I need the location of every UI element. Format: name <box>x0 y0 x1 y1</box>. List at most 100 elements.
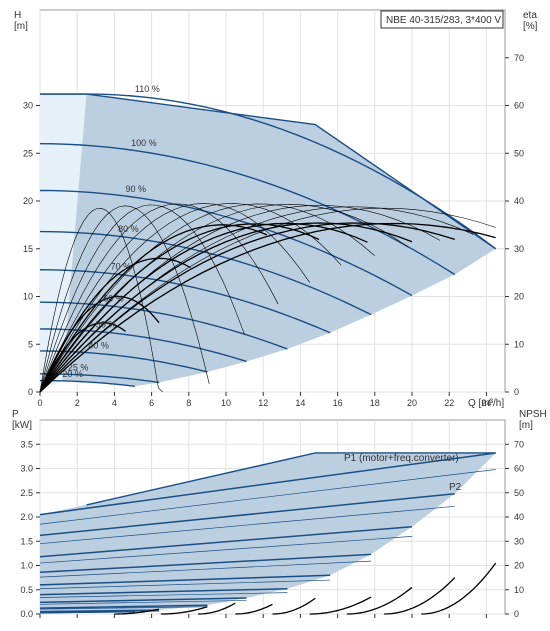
npsh-curve <box>272 597 316 615</box>
chart-title: NBE 40-315/283, 3*400 V <box>386 15 501 26</box>
p1-series-label: P1 (motor+freq.converter) <box>344 453 459 464</box>
head-axis-label: H [m] <box>14 10 28 32</box>
speed-curve-line <box>39 230 372 316</box>
x-tick-label: 0 <box>37 398 42 408</box>
power-curves <box>39 452 496 614</box>
y2-tick-label: 30 <box>514 244 524 254</box>
x-tick-label: 20 <box>407 398 417 408</box>
y-tick-label: 25 <box>23 148 33 158</box>
y-tick-label: 5 <box>28 339 33 349</box>
y2-tick-label: 50 <box>514 148 524 158</box>
y2-tick-label: 70 <box>514 53 524 63</box>
p2-curve <box>39 505 455 545</box>
p1-curve <box>39 574 331 586</box>
npsh-curve <box>309 596 372 615</box>
efficiency-curve <box>39 295 160 393</box>
p2-curve <box>39 560 372 578</box>
npsh-curve <box>421 562 497 615</box>
x-tick-label: 24 <box>481 398 491 408</box>
y2-tick-label: 60 <box>514 464 524 474</box>
power-npsh-panel: 0.00.51.01.52.02.53.03.5010203040506070 … <box>12 409 547 619</box>
power-operating-area <box>40 452 496 614</box>
speed-curve-line <box>39 379 135 387</box>
speed-label: 20 % <box>62 369 83 379</box>
y-tick-label: 15 <box>23 244 33 254</box>
efficiency-curve <box>39 203 375 393</box>
npsh-curves <box>114 562 497 615</box>
head-operating-area <box>40 94 496 392</box>
p2-curve <box>39 600 247 605</box>
speed-curve-line <box>39 143 456 276</box>
y2-tick-label: 70 <box>514 439 524 449</box>
y-tick-label: 30 <box>23 101 33 111</box>
efficiency-curve <box>39 204 245 393</box>
y-tick-label: 3.5 <box>20 439 33 449</box>
p1-curve <box>39 525 413 558</box>
flow-axis-label: Q [m³/h] <box>468 398 504 409</box>
p2-curve <box>39 611 135 614</box>
p1-curve <box>39 553 372 574</box>
npsh-curve <box>198 602 236 615</box>
y2-tick-label: 20 <box>514 561 524 571</box>
efficiency-curve <box>39 208 163 393</box>
p1-curve <box>39 604 208 609</box>
y-tick-label: 2.5 <box>20 488 33 498</box>
power-axes: 0.0 0.5 1.0 1.5 2.0 2.5 3.0 3.5 0 10 20 30 40 50 60 70 <box>20 439 524 619</box>
npsh-curve <box>235 603 273 615</box>
x-tick-label: 2 <box>75 398 80 408</box>
extended-area <box>40 94 87 392</box>
speed-curve-line <box>40 93 497 250</box>
speed-label: 50 % <box>96 319 117 329</box>
x-tick-label: 6 <box>149 398 154 408</box>
speed-label: 90 % <box>126 184 147 194</box>
efficiency-curve <box>39 222 413 393</box>
chart-title-box <box>380 10 504 29</box>
y2-tick-label: 40 <box>514 196 524 206</box>
speed-label: 40 % <box>88 341 109 351</box>
efficiency-curves <box>39 203 496 393</box>
p1-curve <box>39 492 455 537</box>
y2-tick-label: 30 <box>514 536 524 546</box>
p2-curve <box>39 606 208 610</box>
head-axes: 0 2 4 6 8 10 12 14 16 18 20 22 240510152025300102030… <box>23 53 524 408</box>
speed-label: 110 % <box>135 84 160 94</box>
y-tick-label: 2.0 <box>20 512 33 522</box>
y2-tick-label: 10 <box>514 339 524 349</box>
npsh-curve <box>114 608 160 615</box>
p1-curve <box>39 609 160 613</box>
speed-label: 80 % <box>118 224 139 234</box>
y-tick-label: 10 <box>23 292 33 302</box>
npsh-curve <box>346 586 413 615</box>
speed-labels: 110 % 100 % 90 % 80 % 70 % 60 % 50 % 40 % 25 %20… <box>62 84 159 379</box>
y2-tick-label: 10 <box>514 585 524 595</box>
p1-curve <box>39 597 247 604</box>
x-tick-label: 18 <box>370 398 380 408</box>
y-tick-label: 3.0 <box>20 464 33 474</box>
efficiency-curve <box>39 322 126 393</box>
p1-envelope-line <box>86 452 496 506</box>
x-tick-label: 16 <box>333 398 343 408</box>
p1-curve <box>39 452 496 516</box>
speed-curve-line <box>39 301 288 350</box>
speed-label: 100 % <box>131 138 157 148</box>
y2-tick-label: 20 <box>514 292 524 302</box>
npsh-curve <box>384 577 456 615</box>
x-tick-label: 22 <box>444 398 454 408</box>
power-axis-label: P [kW] <box>12 409 32 431</box>
p2-curve <box>39 469 496 525</box>
efficiency-curve <box>39 224 268 393</box>
speed-label: 60 % <box>103 293 124 303</box>
y-tick-label: 0.5 <box>20 585 33 595</box>
p2-curve <box>39 536 413 564</box>
head-efficiency-panel: 110 %100 %90 %80 %70 %60 %50 %40 %25 %20… <box>14 9 538 409</box>
p2-series-label: P2 <box>449 482 462 493</box>
x-tick-label: 4 <box>112 398 117 408</box>
efficiency-curve <box>39 203 279 393</box>
eta-axis-label: eta [%] <box>523 10 538 32</box>
npsh-axis-label: NPSH [m] <box>519 409 547 431</box>
p1-curve <box>39 588 288 596</box>
y-tick-label: 0.0 <box>20 609 33 619</box>
y-tick-label: 1.5 <box>20 536 33 546</box>
y2-tick-label: 40 <box>514 512 524 522</box>
